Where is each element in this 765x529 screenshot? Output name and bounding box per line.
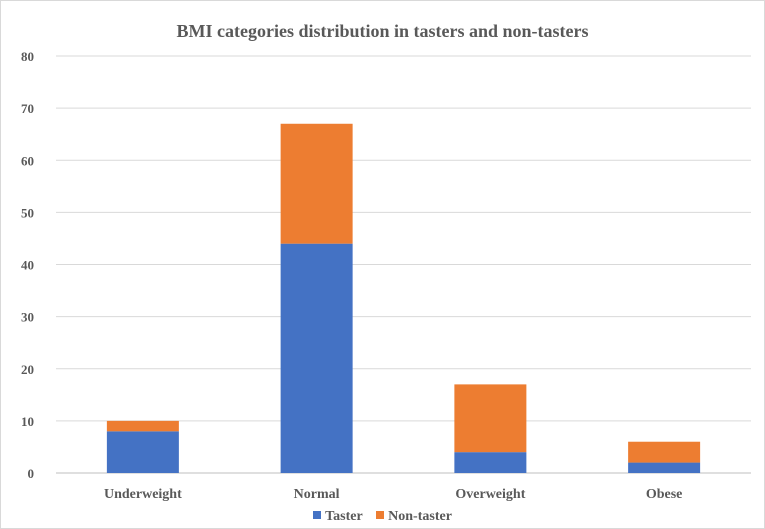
bar-taster-underweight	[106, 431, 179, 473]
legend-swatch-non-taster	[376, 511, 385, 519]
y-tick-label: 50	[21, 205, 34, 220]
x-tick-label: Underweight	[104, 487, 182, 502]
x-tick-label: Overweight	[455, 487, 525, 502]
legend-item-non-taster: Non-taster	[376, 509, 452, 525]
legend-label-taster: Taster	[325, 509, 363, 524]
y-tick-label: 70	[21, 101, 34, 116]
x-tick-label: Obese	[646, 487, 683, 502]
bar-non-taster-overweight	[454, 384, 527, 453]
legend-swatch-taster	[313, 511, 322, 519]
bar-non-taster-underweight	[106, 420, 179, 432]
y-tick-label: 0	[28, 466, 35, 481]
x-tick-label: Normal	[294, 487, 340, 502]
legend: Taster Non-taster	[1, 509, 764, 525]
legend-label-non-taster: Non-taster	[388, 509, 452, 524]
bar-taster-obese	[628, 462, 701, 473]
y-tick-label: 10	[21, 414, 34, 429]
bar-non-taster-normal	[280, 123, 353, 244]
y-tick-label: 60	[21, 153, 34, 168]
y-tick-label: 20	[21, 362, 34, 377]
chart-title: BMI categories distribution in tasters a…	[176, 21, 589, 41]
y-tick-label: 40	[21, 258, 34, 273]
y-tick-label: 80	[21, 49, 34, 64]
y-tick-label: 30	[21, 310, 34, 325]
legend-item-taster: Taster	[313, 509, 363, 525]
bar-taster-overweight	[454, 452, 527, 473]
bar-non-taster-obese	[628, 441, 701, 463]
bar-taster-normal	[280, 243, 353, 473]
